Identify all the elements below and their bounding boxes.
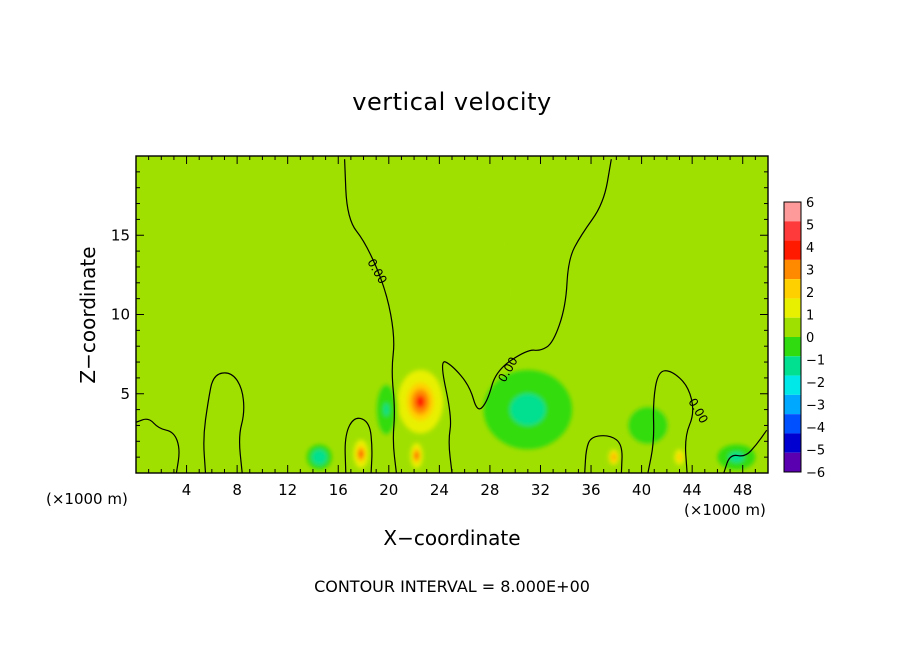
colorbar-tick-label: −6 [806,466,825,481]
field-level [446,271,470,310]
colorbar-swatch [784,240,801,260]
field-feature-downdraft [483,369,573,450]
field-level [678,455,681,460]
x-unit-label-right: (×1000 m) [684,501,766,519]
y-tick-label: 5 [120,385,130,403]
field-level [642,420,653,431]
field-level [359,451,363,457]
field-feature-updraft [353,439,369,469]
x-tick-label: 48 [733,481,752,499]
field-feature-downdraft [717,444,756,470]
field-level [383,403,389,416]
x-tick-label: 36 [581,481,600,499]
colorbar-tick-label: 0 [806,331,814,346]
colorbar-swatch [784,337,801,357]
field-feature-plume [401,195,516,386]
colorbar-swatch [784,279,801,299]
colorbar-swatch [784,375,801,395]
zero-contour-line [584,435,623,473]
zero-contour-line [344,417,373,473]
y-axis-label: Z−coordinate [76,246,100,384]
colorbar-tick-label: −4 [806,421,825,436]
colorbar-swatch [784,317,801,337]
colorbar-tick-label: 4 [806,241,814,256]
colorbar-swatch [784,414,801,434]
colorbar-swatch [784,259,801,280]
colorbar-tick-label: −3 [806,399,825,414]
colorbar-tick-label: 3 [806,264,814,279]
field-level [612,455,616,460]
x-tick-label: 20 [379,481,398,499]
field-feature-updraft [410,442,423,469]
x-axis-label: X−coordinate [383,526,521,550]
x-tick-label: 28 [480,481,499,499]
colorbar-tick-label: 2 [806,286,814,301]
zero-contour-line [203,372,245,473]
field-feature-downdraft [622,401,674,450]
field-level [415,395,425,409]
colorbar-tick-label: −2 [806,376,825,391]
field-feature-downdraft [306,444,332,470]
colorbar-swatch [784,433,801,453]
zero-contour-line [723,429,768,473]
zero-contour-line [136,418,180,473]
chart-title: vertical velocity [352,88,552,116]
colorbar-swatch [784,298,801,318]
x-tick-label: 4 [182,481,192,499]
field-feature-downdraft [373,377,399,442]
colorbar-tick-label: −1 [806,354,825,369]
field-level [316,454,322,460]
x-tick-label: 32 [531,481,550,499]
x-tick-label: 40 [632,481,651,499]
contour-interval-note: CONTOUR INTERVAL = 8.000E+00 [314,577,590,596]
field-level [518,401,537,418]
y-tick-label: 10 [111,306,130,324]
colorbar-swatch [784,202,801,222]
x-tick-label: 24 [430,481,449,499]
colorbar-tick-label: 5 [806,219,814,234]
colorbar-tick-label: −5 [806,444,825,459]
zero-contour-line [647,370,694,473]
field-feature-updraft [607,447,621,467]
colorbar-swatch [784,452,801,472]
x-tick-label: 8 [232,481,242,499]
x-tick-label: 44 [683,481,702,499]
zero-contour-line [344,159,397,473]
colorbar-swatch [784,356,801,376]
field-feature-updraft [673,447,686,467]
x-unit-label-left: (×1000 m) [46,490,128,508]
field-feature-updraft [397,369,444,434]
colorbar-swatch [784,394,801,415]
colorbar-tick-label: 6 [806,196,814,211]
zero-contour-line [441,159,612,473]
colorbar-frame [783,201,802,473]
colorbar-tick-label: 1 [806,309,814,324]
x-tick-label: 16 [329,481,348,499]
colorbar-swatch [784,221,801,241]
x-tick-label: 12 [278,481,297,499]
field-level [415,453,418,459]
y-tick-label: 15 [111,226,130,244]
